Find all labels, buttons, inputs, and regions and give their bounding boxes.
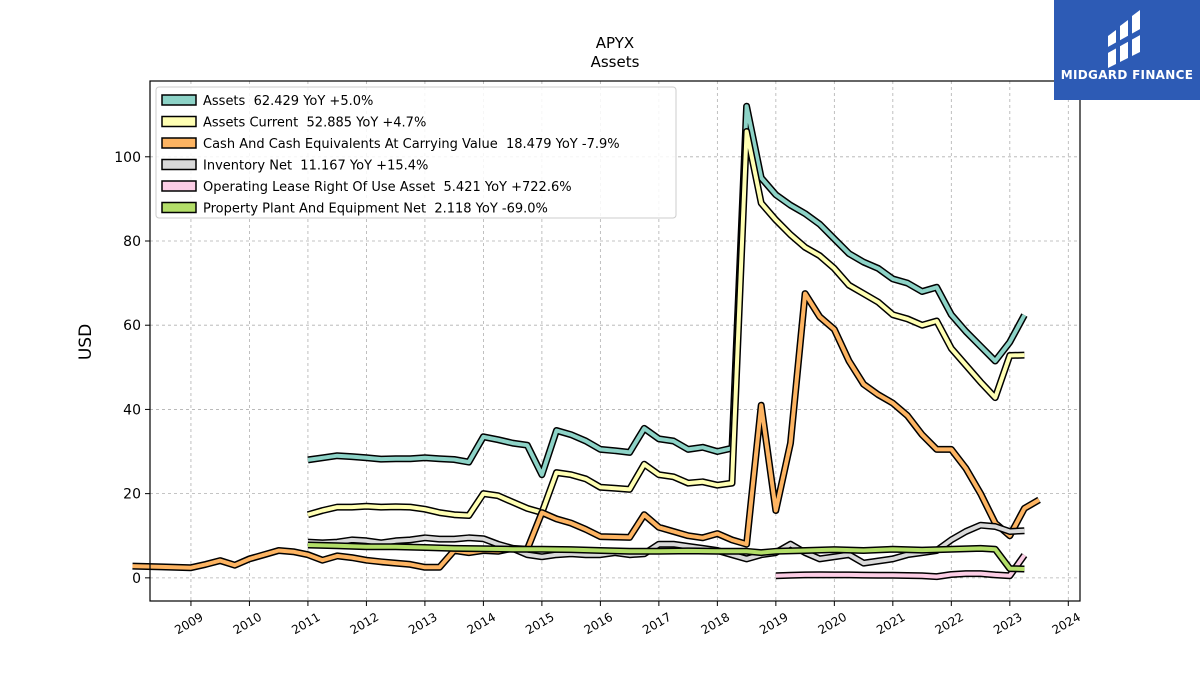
x-tick-label: 2016 — [582, 610, 615, 637]
series-stroke — [307, 543, 1025, 571]
x-tick-label: 2022 — [933, 610, 966, 637]
legend: Assets 62.429 YoY +5.0% Assets Current 52… — [155, 86, 677, 219]
legend-swatch — [161, 201, 197, 214]
y-tick-label: 100 — [114, 150, 141, 166]
y-tick-label: 40 — [123, 402, 141, 418]
x-tick-label: 2013 — [406, 610, 439, 637]
legend-label: Cash And Cash Equivalents At Carrying Va… — [203, 137, 620, 152]
x-tick-label: 2010 — [231, 610, 264, 637]
chart-title: APYX — [596, 34, 634, 52]
x-tick-label: 2014 — [465, 610, 498, 637]
x-tick-label: 2018 — [699, 610, 732, 637]
series-stroke — [132, 291, 1041, 570]
legend-label: Assets 62.429 YoY +5.0% — [203, 94, 373, 109]
legend-box — [155, 86, 677, 219]
legend-swatch — [161, 180, 197, 192]
legend-swatch — [161, 137, 197, 149]
legend-swatch — [161, 115, 197, 128]
y-axis-label: USD — [76, 324, 96, 360]
series-line-3 — [307, 521, 1025, 567]
x-tick-label: 2012 — [348, 610, 381, 637]
plot-frame — [149, 80, 1081, 602]
legend-label: Property Plant And Equipment Net 2.118 Y… — [203, 202, 548, 217]
x-tick-label: 2020 — [816, 610, 849, 637]
legend-label: Inventory Net 11.167 YoY +15.4% — [203, 159, 428, 174]
x-tick-label: 2023 — [991, 610, 1024, 637]
x-tick-label: 2015 — [523, 610, 556, 637]
series-lines — [132, 102, 1041, 581]
axis-ticks: 2009 2010 2011 2012 2013 2014 2015 2016 2017 2018… — [114, 150, 1083, 637]
x-tick-label: 2021 — [874, 610, 907, 637]
series-line-0 — [307, 102, 1028, 479]
chart-subtitle: Assets — [591, 53, 640, 71]
legend-label: Operating Lease Right Of Use Asset 5.421… — [203, 180, 572, 195]
x-tick-label: 2011 — [289, 610, 322, 637]
x-tick-label: 2017 — [640, 610, 673, 637]
brand-name: MIDGARD FINANCE — [1060, 68, 1194, 82]
series-line-5 — [307, 541, 1025, 573]
y-tick-label: 20 — [123, 487, 141, 503]
series-line-4 — [775, 553, 1028, 581]
y-tick-label: 80 — [123, 234, 141, 250]
series-stroke — [307, 523, 1025, 566]
y-tick-label: 0 — [132, 571, 141, 587]
logo-mark-icon — [1106, 10, 1142, 68]
x-tick-label: 2009 — [172, 610, 205, 637]
y-tick-label: 60 — [123, 318, 141, 334]
x-tick-label: 2019 — [757, 610, 790, 637]
legend-swatch — [161, 158, 197, 171]
series-line-2 — [132, 290, 1041, 572]
series-outline — [132, 290, 1041, 572]
series-line-1 — [306, 128, 1025, 519]
legend-label: Assets Current 52.885 YoY +4.7% — [203, 116, 426, 131]
x-tick-label: 2024 — [1050, 610, 1083, 637]
legend-swatch — [161, 94, 197, 106]
series-stroke — [307, 104, 1027, 477]
midgard-finance-logo: MIDGARD FINANCE — [1054, 0, 1200, 100]
series-stroke — [307, 129, 1025, 518]
series-stroke — [775, 553, 1027, 579]
